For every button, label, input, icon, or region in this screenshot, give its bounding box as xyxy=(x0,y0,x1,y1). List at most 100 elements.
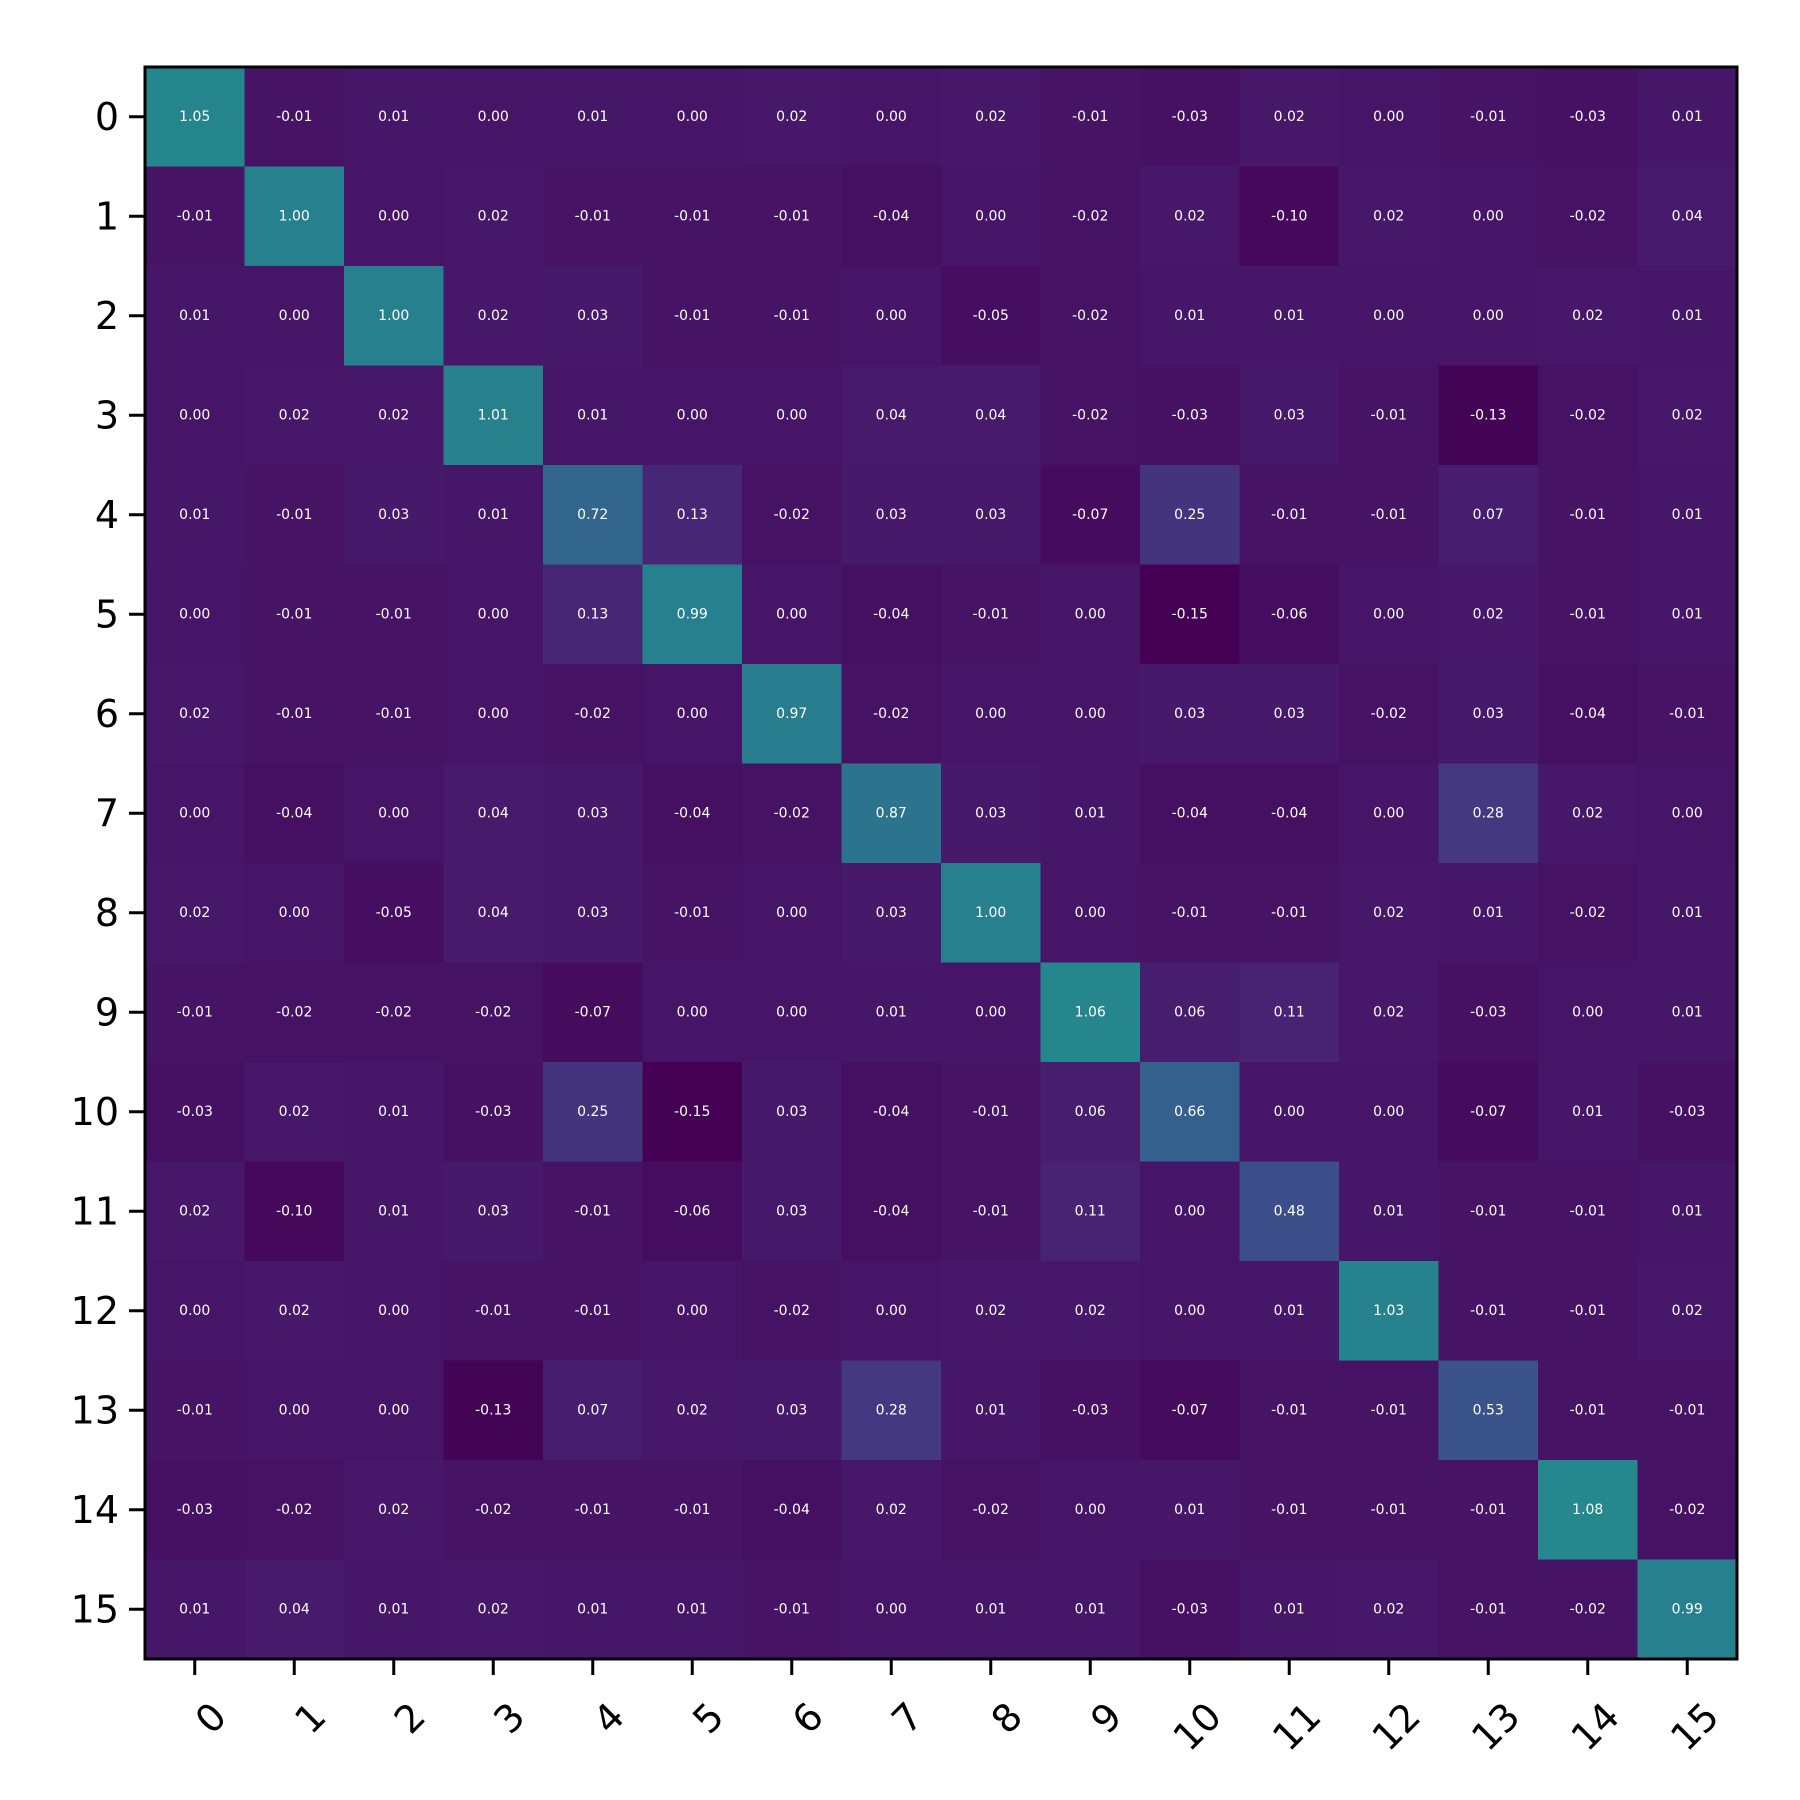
heatmap-cell-r1-c8 xyxy=(941,166,1042,267)
cell-value-label: 0.87 xyxy=(876,805,907,821)
heatmap-cell-r12-c0 xyxy=(145,1261,246,1362)
cell-value-label: -0.01 xyxy=(276,706,312,722)
cell-value-label: 0.00 xyxy=(1672,805,1703,821)
heatmap-cell-r8-c7 xyxy=(841,863,942,964)
heatmap-cell-r0-c3 xyxy=(443,67,544,168)
cell-value-label: 0.02 xyxy=(876,1502,907,1518)
heatmap-cell-r7-c1 xyxy=(244,763,345,864)
heatmap-cell-r6-c2 xyxy=(344,664,445,765)
cell-value-label: -0.13 xyxy=(1470,407,1506,423)
heatmap-cell-r10-c3 xyxy=(443,1062,544,1163)
cell-value-label: 0.00 xyxy=(1373,606,1404,622)
cell-value-label: -0.02 xyxy=(973,1502,1009,1518)
cell-value-label: 0.02 xyxy=(478,208,509,224)
heatmap-cell-r7-c0 xyxy=(145,763,246,864)
heatmap-cell-r0-c12 xyxy=(1339,67,1440,168)
cell-value-label: 0.72 xyxy=(577,507,608,523)
cell-value-label: -0.01 xyxy=(177,1004,213,1020)
heatmap-cell-r8-c3 xyxy=(443,863,544,964)
cell-value-label: -0.15 xyxy=(1172,606,1208,622)
cell-value-label: 0.01 xyxy=(1672,1004,1703,1020)
cell-value-label: -0.02 xyxy=(1570,905,1606,921)
cell-value-label: 0.00 xyxy=(279,308,310,324)
heatmap-cell-r3-c13 xyxy=(1438,365,1539,466)
cell-value-label: 0.00 xyxy=(677,1004,708,1020)
cell-value-label: 0.02 xyxy=(975,1303,1006,1319)
cell-value-label: 1.05 xyxy=(179,109,210,125)
heatmap-cell-r13-c11 xyxy=(1239,1360,1340,1461)
heatmap-cell-r13-c12 xyxy=(1339,1360,1440,1461)
cell-value-label: -0.04 xyxy=(1570,706,1606,722)
cell-value-label: 0.01 xyxy=(1075,805,1106,821)
heatmap-cell-r8-c1 xyxy=(244,863,345,964)
cell-value-label: -0.02 xyxy=(1570,208,1606,224)
cell-value-label: 0.01 xyxy=(1274,1303,1305,1319)
heatmap-cell-r1-c9 xyxy=(1040,166,1141,267)
heatmap-cell-r5-c8 xyxy=(941,564,1042,665)
heatmap-cell-r0-c13 xyxy=(1438,67,1539,168)
heatmap-cell-r11-c15 xyxy=(1637,1161,1738,1262)
heatmap-cell-r2-c4 xyxy=(543,266,644,367)
cell-value-label: -0.01 xyxy=(774,1601,810,1617)
cell-value-label: 0.01 xyxy=(478,507,509,523)
heatmap-cell-r5-c3 xyxy=(443,564,544,665)
heatmap-cell-r11-c9 xyxy=(1040,1161,1141,1262)
heatmap-cell-r2-c14 xyxy=(1538,266,1639,367)
heatmap-cell-r7-c3 xyxy=(443,763,544,864)
cell-value-label: 0.03 xyxy=(975,805,1006,821)
heatmap-cell-r11-c7 xyxy=(841,1161,942,1262)
cell-value-label: -0.01 xyxy=(1470,1502,1506,1518)
heatmap-cell-r4-c6 xyxy=(742,465,843,566)
cell-value-label: 0.00 xyxy=(776,407,807,423)
heatmap-cell-r12-c5 xyxy=(642,1261,743,1362)
heatmap-cell-r4-c12 xyxy=(1339,465,1440,566)
heatmap-cell-r13-c6 xyxy=(742,1360,843,1461)
heatmap-cell-r4-c11 xyxy=(1239,465,1340,566)
heatmap-cell-r3-c8 xyxy=(941,365,1042,466)
heatmap-cell-r0-c5 xyxy=(642,67,743,168)
cell-value-label: -0.01 xyxy=(973,1203,1009,1219)
cell-value-label: 0.03 xyxy=(776,1402,807,1418)
heatmap-cell-r9-c7 xyxy=(841,962,942,1063)
cell-value-label: 0.02 xyxy=(1373,905,1404,921)
heatmap-cell-r0-c15 xyxy=(1637,67,1738,168)
cell-value-label: -0.01 xyxy=(1570,1303,1606,1319)
heatmap-cell-r3-c9 xyxy=(1040,365,1141,466)
cell-value-label: 0.01 xyxy=(1373,1203,1404,1219)
heatmap-cell-r12-c14 xyxy=(1538,1261,1639,1362)
heatmap-cell-r2-c10 xyxy=(1140,266,1241,367)
heatmap-cell-r1-c11 xyxy=(1239,166,1340,267)
cell-value-label: -0.04 xyxy=(1172,805,1208,821)
heatmap-cell-r6-c14 xyxy=(1538,664,1639,765)
heatmap-cell-r10-c7 xyxy=(841,1062,942,1163)
cell-value-label: -0.03 xyxy=(1570,109,1606,125)
cell-value-label: 0.03 xyxy=(478,1203,509,1219)
x-tick-label: 11 xyxy=(1264,1694,1329,1759)
heatmap-cell-r3-c7 xyxy=(841,365,942,466)
cell-value-label: 0.02 xyxy=(1274,109,1305,125)
cell-value-label: 0.00 xyxy=(1174,1203,1205,1219)
heatmap-cell-r6-c5 xyxy=(642,664,743,765)
cell-value-label: -0.03 xyxy=(1172,1601,1208,1617)
heatmap-cell-r5-c6 xyxy=(742,564,843,665)
y-tick-label: 1 xyxy=(95,194,119,238)
heatmap-cell-r1-c10 xyxy=(1140,166,1241,267)
heatmap-cell-r3-c2 xyxy=(344,365,445,466)
heatmap-cell-r4-c5 xyxy=(642,465,743,566)
cell-value-label: 0.48 xyxy=(1274,1203,1305,1219)
heatmap-cell-r11-c6 xyxy=(742,1161,843,1262)
heatmap-cell-r11-c5 xyxy=(642,1161,743,1262)
heatmap-cell-r9-c1 xyxy=(244,962,345,1063)
heatmap-cell-r6-c1 xyxy=(244,664,345,765)
cell-value-label: 0.02 xyxy=(179,1203,210,1219)
heatmap-cell-r8-c0 xyxy=(145,863,246,964)
heatmap-cell-r2-c8 xyxy=(941,266,1042,367)
x-tick-label: 6 xyxy=(784,1694,832,1742)
heatmap-cell-r12-c3 xyxy=(443,1261,544,1362)
cell-value-label: -0.01 xyxy=(575,1502,611,1518)
heatmap-cell-r15-c0 xyxy=(145,1559,246,1660)
cell-value-label: 0.00 xyxy=(179,606,210,622)
heatmap-cell-r5-c10 xyxy=(1140,564,1241,665)
y-tick-label: 7 xyxy=(95,791,119,835)
